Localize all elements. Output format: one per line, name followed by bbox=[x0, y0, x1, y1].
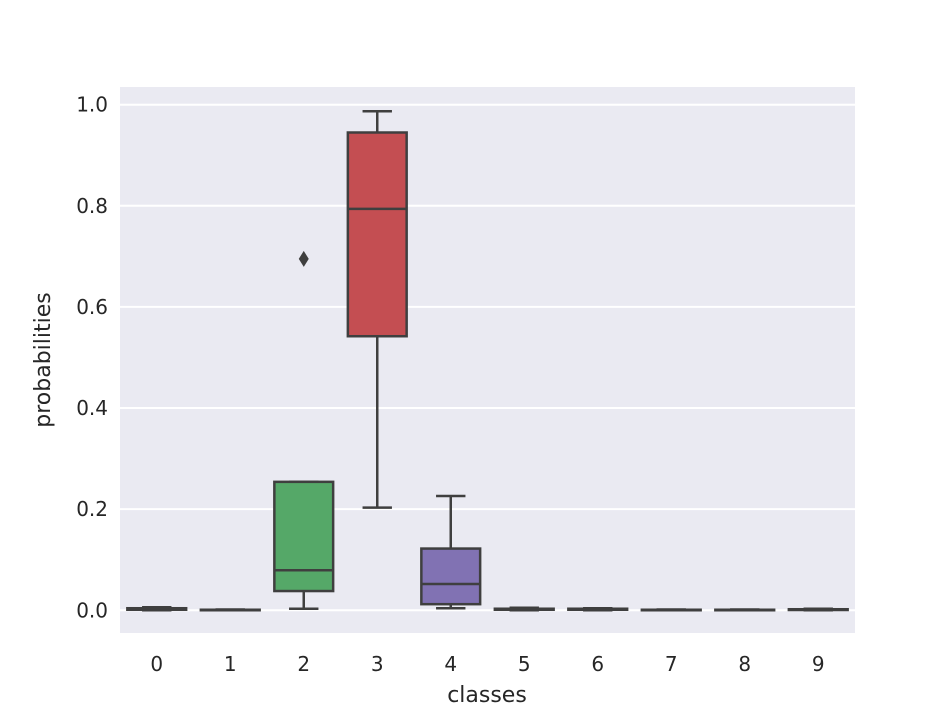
x-tick-label: 2 bbox=[297, 652, 310, 676]
y-tick-labels: 0.0 0.2 0.4 0.6 0.8 1.0 bbox=[76, 93, 108, 623]
x-axis-label: classes bbox=[447, 683, 527, 708]
x-tick-label: 1 bbox=[224, 652, 237, 676]
y-axis-label: probabilities bbox=[31, 292, 56, 427]
x-tick-label: 6 bbox=[591, 652, 604, 676]
x-tick-label: 4 bbox=[444, 652, 457, 676]
boxes bbox=[126, 110, 849, 612]
y-tick-label: 0.6 bbox=[76, 295, 108, 319]
plot-area bbox=[120, 87, 855, 633]
x-tick-label: 8 bbox=[738, 652, 751, 676]
box-class-4 bbox=[420, 494, 482, 610]
x-tick-label: 3 bbox=[371, 652, 384, 676]
y-tick-label: 1.0 bbox=[76, 93, 108, 117]
box-body bbox=[420, 547, 482, 606]
y-tick-label: 0.8 bbox=[76, 194, 108, 218]
box-class-1 bbox=[199, 608, 261, 612]
box-class-7 bbox=[640, 608, 702, 612]
box-class-3 bbox=[346, 110, 408, 509]
x-tick-label: 9 bbox=[812, 652, 825, 676]
box-class-2 bbox=[273, 250, 335, 610]
y-tick-label: 0.2 bbox=[76, 497, 108, 521]
y-tick-label: 0.0 bbox=[76, 598, 108, 622]
box-body bbox=[273, 480, 335, 593]
outlier-point bbox=[298, 250, 309, 267]
box-class-5 bbox=[493, 606, 555, 612]
box-body bbox=[346, 131, 408, 338]
y-tick-label: 0.4 bbox=[76, 396, 108, 420]
box-class-8 bbox=[714, 608, 776, 612]
box-class-6 bbox=[567, 606, 629, 612]
x-tick-label: 7 bbox=[665, 652, 678, 676]
x-tick-label: 0 bbox=[150, 652, 163, 676]
x-tick-label: 5 bbox=[518, 652, 531, 676]
box-class-9 bbox=[787, 607, 849, 612]
x-tick-labels: 0 1 2 3 4 5 6 7 8 9 bbox=[150, 652, 824, 676]
box-class-0 bbox=[126, 605, 188, 612]
